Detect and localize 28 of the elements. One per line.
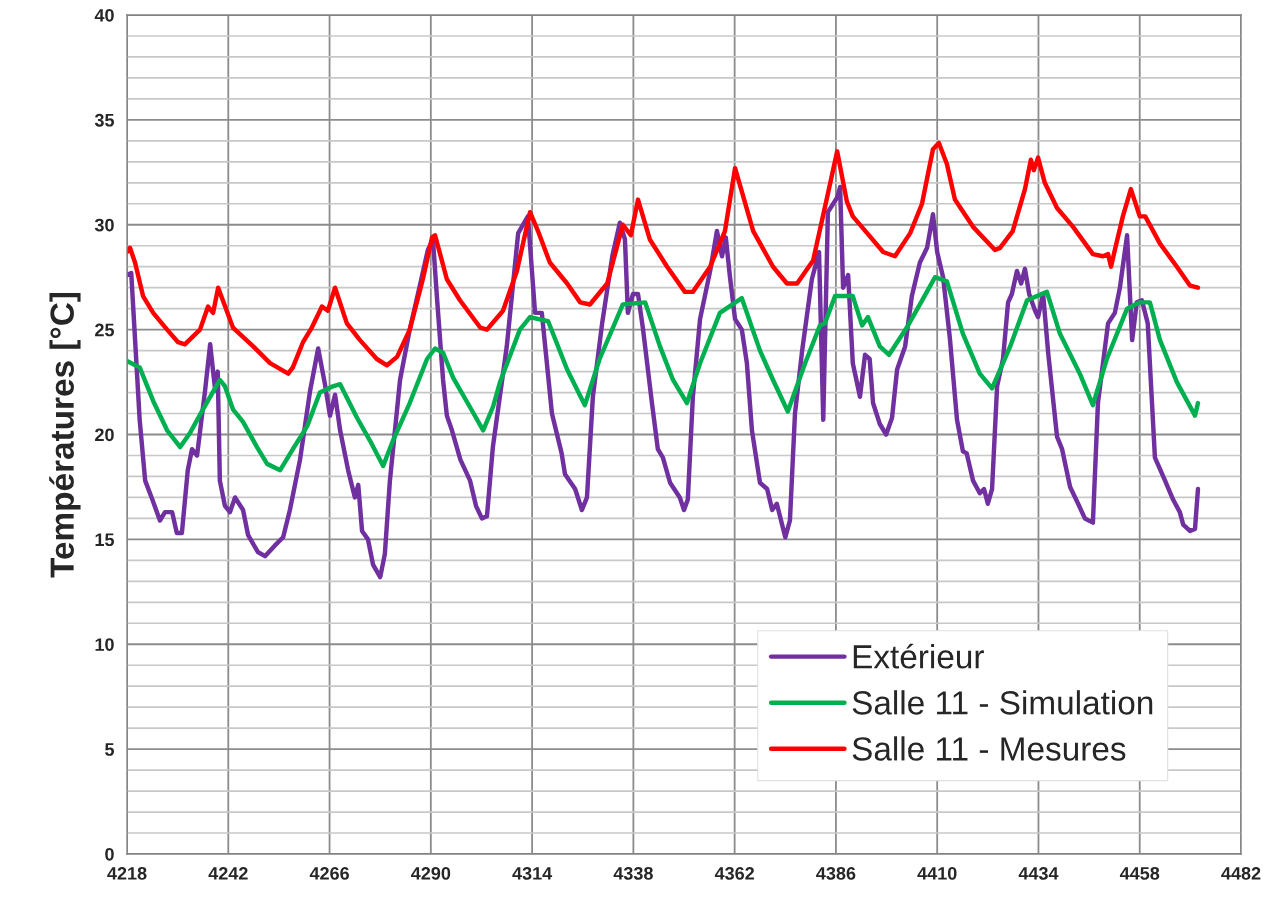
x-tick-label: 4458: [1119, 866, 1160, 880]
x-tick-label: 4434: [1018, 866, 1059, 880]
x-tick-label: 4242: [208, 866, 248, 880]
y-tick-label: 20: [95, 428, 114, 442]
line-series: [127, 184, 1201, 580]
x-tick-label: 4338: [613, 866, 653, 880]
y-tick-label: 10: [95, 638, 114, 651]
legend-label: Salle 11 - Mesures: [852, 736, 1126, 761]
x-tick-label: 4314: [512, 866, 553, 880]
x-tick-label: 4266: [309, 866, 349, 880]
y-tick-label: 30: [94, 218, 114, 232]
y-tick-label: 5: [105, 743, 115, 756]
x-tick-label: 4410: [917, 866, 957, 880]
x-tick-label: 4362: [714, 866, 755, 880]
y-tick-label: 40: [94, 8, 114, 22]
y-tick-label: 25: [95, 323, 115, 337]
x-tick-label: 4290: [411, 866, 451, 880]
y-tick-label: 35: [94, 113, 115, 127]
line-series: [127, 274, 1201, 473]
x-tick-label: 4386: [816, 866, 856, 880]
y-tick-label: 15: [95, 533, 115, 547]
x-tick-label: 4482: [1221, 866, 1261, 880]
x-tick-label: 4218: [107, 866, 147, 880]
line-series: [127, 140, 1201, 376]
y-axis-title: Températures [°C]: [49, 292, 81, 578]
legend-label: Extérieur: [853, 643, 984, 669]
legend-label: Salle 11 - Simulation: [852, 690, 1153, 715]
y-tick-label: 0: [105, 847, 114, 861]
